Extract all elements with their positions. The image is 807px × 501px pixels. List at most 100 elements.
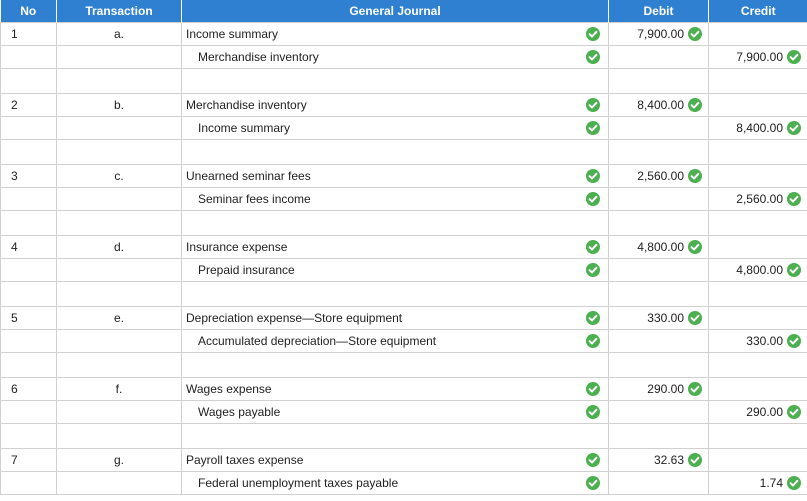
debit-account-name: Wages expense	[186, 382, 272, 396]
debit-amount[interactable]: 2,560.00	[608, 164, 709, 188]
debit-amount[interactable]: 330.00	[608, 306, 709, 330]
blank-debit-cell[interactable]	[608, 210, 709, 236]
checkmark-icon	[787, 334, 801, 349]
entry-number-empty	[0, 187, 57, 211]
debit-account-cell[interactable]: Wages expense	[181, 377, 609, 401]
debit-account-cell[interactable]: Unearned seminar fees	[181, 164, 609, 188]
credit-amount-empty[interactable]	[708, 93, 807, 117]
transaction-letter: g.	[56, 448, 182, 472]
checkmark-icon	[787, 405, 801, 420]
debit-amount-empty[interactable]	[608, 400, 709, 424]
journal-credit-row: Seminar fees income 2,560.00	[0, 187, 807, 211]
credit-amount[interactable]: 290.00	[708, 400, 807, 424]
checkmark-icon	[586, 405, 600, 419]
blank-debit-cell[interactable]	[608, 423, 709, 449]
blank-account-cell[interactable]	[181, 68, 609, 94]
debit-account-cell[interactable]: Income summary	[181, 22, 609, 46]
journal-credit-row: Wages payable 290.00	[0, 400, 807, 424]
debit-account-name: Depreciation expense—Store equipment	[186, 311, 403, 325]
credit-amount[interactable]: 330.00	[708, 329, 807, 353]
blank-debit-cell[interactable]	[608, 139, 709, 165]
checkmark-icon	[586, 240, 600, 254]
credit-account-cell[interactable]: Seminar fees income	[181, 187, 609, 211]
credit-amount-empty[interactable]	[708, 22, 807, 46]
general-journal-column-header: General Journal	[181, 0, 609, 23]
credit-account-name: Accumulated depreciation—Store equipment	[198, 334, 437, 348]
debit-account-cell[interactable]: Payroll taxes expense	[181, 448, 609, 472]
blank-account-cell[interactable]	[181, 423, 609, 449]
blank-credit-cell[interactable]	[708, 423, 807, 449]
credit-account-cell[interactable]: Wages payable	[181, 400, 609, 424]
blank-credit-cell[interactable]	[708, 352, 807, 378]
credit-account-name: Seminar fees income	[198, 192, 311, 206]
journal-credit-row: Accumulated depreciation—Store equipment…	[0, 329, 807, 353]
credit-account-cell[interactable]: Merchandise inventory	[181, 45, 609, 69]
credit-amount[interactable]: 2,560.00	[708, 187, 807, 211]
transaction-letter-empty	[56, 45, 182, 69]
debit-amount[interactable]: 32.63	[608, 448, 709, 472]
debit-amount-empty[interactable]	[608, 258, 709, 282]
credit-amount[interactable]: 7,900.00	[708, 45, 807, 69]
credit-amount-empty[interactable]	[708, 164, 807, 188]
credit-account-cell[interactable]: Federal unemployment taxes payable	[181, 471, 609, 495]
credit-amount[interactable]: 1.74	[708, 471, 807, 495]
debit-amount-empty[interactable]	[608, 329, 709, 353]
debit-amount[interactable]: 7,900.00	[608, 22, 709, 46]
entry-number: 4	[0, 235, 57, 259]
debit-amount-value: 2,560.00	[637, 168, 684, 183]
debit-amount[interactable]: 290.00	[608, 377, 709, 401]
debit-amount-empty[interactable]	[608, 471, 709, 495]
credit-amount[interactable]: 4,800.00	[708, 258, 807, 282]
blank-credit-cell[interactable]	[708, 68, 807, 94]
credit-amount-empty[interactable]	[708, 448, 807, 472]
journal-debit-row: 3 c. Unearned seminar fees 2,560.00	[0, 164, 807, 188]
entry-number-empty	[0, 400, 57, 424]
checkmark-icon	[586, 50, 600, 64]
credit-amount-empty[interactable]	[708, 235, 807, 259]
journal-blank-row	[0, 423, 807, 449]
debit-account-cell[interactable]: Merchandise inventory	[181, 93, 609, 117]
entry-number: 7	[0, 448, 57, 472]
checkmark-icon	[787, 192, 801, 207]
debit-amount-empty[interactable]	[608, 116, 709, 140]
blank-credit-cell[interactable]	[708, 139, 807, 165]
credit-account-cell[interactable]: Prepaid insurance	[181, 258, 609, 282]
checkmark-icon	[586, 382, 600, 396]
debit-account-cell[interactable]: Insurance expense	[181, 235, 609, 259]
checkmark-icon	[787, 263, 801, 278]
debit-amount[interactable]: 4,800.00	[608, 235, 709, 259]
blank-credit-cell[interactable]	[708, 281, 807, 307]
no-column-header: No	[0, 0, 57, 23]
debit-amount[interactable]: 8,400.00	[608, 93, 709, 117]
checkmark-icon	[688, 169, 702, 184]
debit-amount-empty[interactable]	[608, 45, 709, 69]
entry-number-empty	[0, 116, 57, 140]
debit-account-name: Merchandise inventory	[186, 98, 307, 112]
blank-account-cell[interactable]	[181, 139, 609, 165]
checkmark-icon	[586, 169, 600, 183]
credit-amount-empty[interactable]	[708, 306, 807, 330]
entry-number: 6	[0, 377, 57, 401]
credit-account-name: Income summary	[198, 121, 291, 135]
debit-amount-empty[interactable]	[608, 187, 709, 211]
transaction-letter: e.	[56, 306, 182, 330]
blank-credit-cell[interactable]	[708, 210, 807, 236]
blank-account-cell[interactable]	[181, 281, 609, 307]
journal-debit-row: 1 a. Income summary 7,900.00	[0, 22, 807, 46]
blank-cell	[0, 423, 57, 449]
blank-debit-cell[interactable]	[608, 281, 709, 307]
debit-column-header: Debit	[608, 0, 709, 23]
debit-account-name: Insurance expense	[186, 240, 288, 254]
blank-account-cell[interactable]	[181, 352, 609, 378]
checkmark-icon	[586, 453, 600, 467]
debit-account-cell[interactable]: Depreciation expense—Store equipment	[181, 306, 609, 330]
blank-account-cell[interactable]	[181, 210, 609, 236]
blank-debit-cell[interactable]	[608, 352, 709, 378]
checkmark-icon	[787, 121, 801, 136]
credit-amount[interactable]: 8,400.00	[708, 116, 807, 140]
credit-account-cell[interactable]: Income summary	[181, 116, 609, 140]
credit-amount-empty[interactable]	[708, 377, 807, 401]
blank-debit-cell[interactable]	[608, 68, 709, 94]
credit-account-cell[interactable]: Accumulated depreciation—Store equipment	[181, 329, 609, 353]
